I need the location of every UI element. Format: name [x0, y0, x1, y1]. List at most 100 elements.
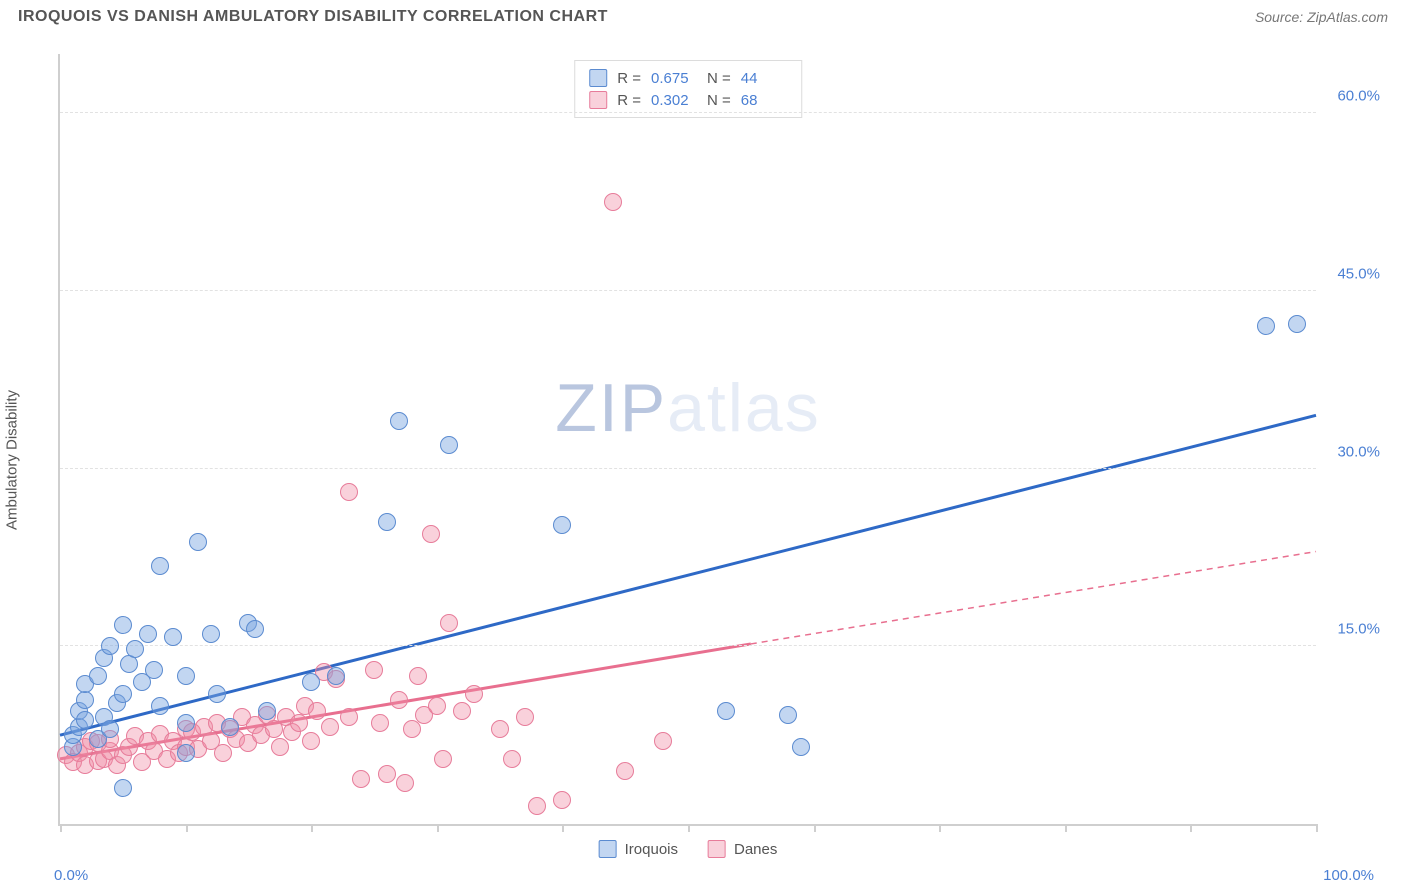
danes-point — [616, 762, 634, 780]
danes-point — [308, 702, 326, 720]
iroquois-point — [327, 667, 345, 685]
danes-point — [352, 770, 370, 788]
iroquois-point — [202, 625, 220, 643]
iroquois-point — [177, 744, 195, 762]
iroquois-swatch-icon — [589, 69, 607, 87]
trend-lines — [60, 54, 1316, 824]
danes-point — [453, 702, 471, 720]
iroquois-point — [114, 616, 132, 634]
iroquois-point — [76, 691, 94, 709]
x-tick — [814, 824, 816, 832]
danes-point — [654, 732, 672, 750]
stats-row: R =0.675N =44 — [589, 67, 787, 89]
chart-header: IROQUOIS VS DANISH AMBULATORY DISABILITY… — [0, 0, 1406, 32]
danes-point — [516, 708, 534, 726]
iroquois-point — [177, 714, 195, 732]
x-tick — [1065, 824, 1067, 832]
iroquois-point — [177, 667, 195, 685]
iroquois-point — [139, 625, 157, 643]
x-tick — [186, 824, 188, 832]
y-tick-label: 30.0% — [1337, 443, 1380, 460]
chart-source: Source: ZipAtlas.com — [1255, 9, 1388, 25]
iroquois-point — [390, 412, 408, 430]
iroquois-point — [151, 557, 169, 575]
chart-title: IROQUOIS VS DANISH AMBULATORY DISABILITY… — [18, 8, 608, 26]
iroquois-point — [101, 637, 119, 655]
gridline — [60, 112, 1316, 113]
x-tick — [562, 824, 564, 832]
danes-point — [302, 732, 320, 750]
danes-point — [271, 738, 289, 756]
danes-swatch-icon — [589, 91, 607, 109]
legend-item: Iroquois — [599, 840, 678, 858]
danes-point — [465, 685, 483, 703]
iroquois-point — [302, 673, 320, 691]
x-tick — [688, 824, 690, 832]
x-tick — [939, 824, 941, 832]
danes-point — [340, 483, 358, 501]
iroquois-point — [792, 738, 810, 756]
danes-point — [371, 714, 389, 732]
danes-point — [440, 614, 458, 632]
gridline — [60, 290, 1316, 291]
danes-point — [340, 708, 358, 726]
danes-point — [390, 691, 408, 709]
danes-point — [396, 774, 414, 792]
iroquois-point — [246, 620, 264, 638]
iroquois-point — [440, 436, 458, 454]
y-tick-label: 15.0% — [1337, 621, 1380, 638]
legend-item: Danes — [708, 840, 777, 858]
danes-point — [290, 714, 308, 732]
x-tick — [1190, 824, 1192, 832]
gridline — [60, 645, 1316, 646]
iroquois-point — [378, 513, 396, 531]
y-tick-label: 45.0% — [1337, 265, 1380, 282]
iroquois-point — [101, 720, 119, 738]
iroquois-point — [151, 697, 169, 715]
iroquois-point — [221, 718, 239, 736]
danes-point — [528, 797, 546, 815]
danes-point — [378, 765, 396, 783]
y-tick-label: 60.0% — [1337, 88, 1380, 105]
danes-point — [214, 744, 232, 762]
danes-swatch-icon — [708, 840, 726, 858]
iroquois-point — [76, 711, 94, 729]
x-tick — [311, 824, 313, 832]
danes-point — [409, 667, 427, 685]
danes-point — [434, 750, 452, 768]
iroquois-point — [126, 640, 144, 658]
iroquois-point — [145, 661, 163, 679]
iroquois-point — [189, 533, 207, 551]
iroquois-point — [120, 655, 138, 673]
danes-point — [553, 791, 571, 809]
danes-point — [403, 720, 421, 738]
iroquois-point — [114, 685, 132, 703]
plot-region: ZIPatlas R =0.675N =44R =0.302N =68 Iroq… — [58, 54, 1316, 826]
gridline — [60, 468, 1316, 469]
iroquois-point — [208, 685, 226, 703]
iroquois-point — [779, 706, 797, 724]
chart-area: Ambulatory Disability ZIPatlas R =0.675N… — [18, 46, 1388, 874]
stats-legend-box: R =0.675N =44R =0.302N =68 — [574, 60, 802, 118]
iroquois-point — [89, 667, 107, 685]
danes-point — [428, 697, 446, 715]
iroquois-point — [114, 779, 132, 797]
x-tick — [437, 824, 439, 832]
x-tick-label: 100.0% — [1323, 867, 1374, 884]
iroquois-point — [258, 702, 276, 720]
y-axis-label: Ambulatory Disability — [4, 390, 21, 530]
danes-point — [365, 661, 383, 679]
iroquois-swatch-icon — [599, 840, 617, 858]
series-legend: Iroquois Danes — [599, 840, 778, 858]
iroquois-point — [164, 628, 182, 646]
x-tick — [1316, 824, 1318, 832]
danes-point — [503, 750, 521, 768]
danes-point — [321, 718, 339, 736]
x-tick-label: 0.0% — [54, 867, 88, 884]
iroquois-point — [1257, 317, 1275, 335]
danes-point — [491, 720, 509, 738]
iroquois-point — [717, 702, 735, 720]
iroquois-point — [553, 516, 571, 534]
danes-point — [604, 193, 622, 211]
stats-row: R =0.302N =68 — [589, 89, 787, 111]
